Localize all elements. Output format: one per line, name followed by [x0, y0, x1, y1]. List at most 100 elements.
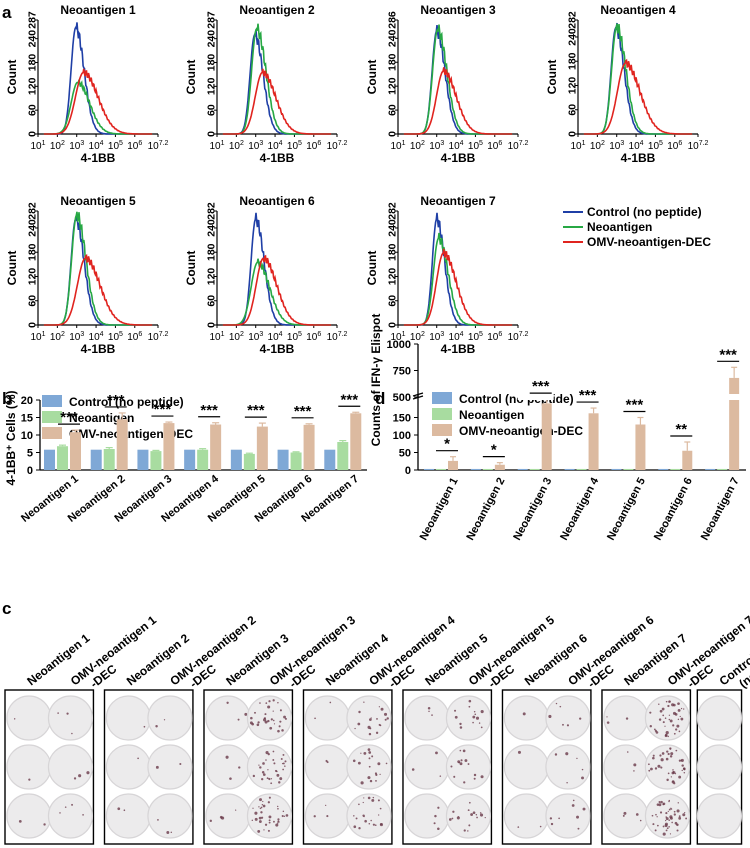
well-spot: [435, 751, 438, 755]
legend-swatch-1: [432, 392, 452, 404]
well-spot: [372, 796, 375, 799]
well-spot: [658, 800, 661, 804]
bar: [424, 468, 434, 470]
well-spot: [258, 820, 262, 823]
well-spot: [358, 827, 361, 830]
well-spot: [566, 782, 568, 784]
well: [6, 695, 52, 741]
y-axis-label: Count: [5, 60, 19, 95]
well-spot: [352, 759, 356, 763]
histogram-curve-3: [43, 68, 153, 135]
well-spot: [276, 773, 280, 777]
well-spot: [278, 781, 281, 784]
well-spot: [671, 771, 675, 775]
bar: [163, 423, 175, 470]
well-spot: [683, 768, 686, 771]
well-spot: [479, 812, 482, 814]
well-spot: [683, 771, 686, 774]
well-spot: [677, 718, 680, 721]
well-spot: [43, 823, 46, 826]
well-spot: [549, 817, 553, 820]
well-spot: [225, 755, 229, 759]
well-spot: [257, 721, 260, 724]
legend-swatch-2: [42, 411, 62, 423]
histogram-curve-2: [583, 23, 693, 135]
y-tick-label: 0: [27, 131, 39, 137]
y-tick-label: 0: [206, 131, 218, 137]
well-spot: [680, 717, 684, 721]
well-spot: [258, 816, 262, 820]
well-spot: [661, 752, 665, 755]
well-spot: [673, 703, 676, 707]
well: [644, 793, 691, 839]
well-spot: [660, 758, 664, 762]
well-spot: [279, 720, 282, 723]
well-spot: [475, 716, 480, 720]
histogram-title: Neoantigen 2: [239, 3, 315, 17]
well-spot: [473, 777, 476, 780]
x-tick-label: 105: [108, 140, 123, 152]
histogram-curve-1: [43, 213, 153, 326]
well-group-5: [402, 689, 493, 845]
well-spot: [661, 707, 665, 711]
y-tick-label: 10: [21, 430, 33, 442]
well-spot: [375, 780, 377, 782]
well-spot: [559, 705, 562, 708]
well-spot: [376, 718, 378, 720]
x-axis-label: 4-1BB: [81, 342, 116, 356]
bar: [564, 468, 575, 470]
y-tick-label: 180: [27, 243, 39, 261]
x-tick-label: 102: [410, 140, 425, 152]
well-spot: [282, 810, 285, 813]
x-tick-label: 104: [449, 140, 464, 152]
well-spot: [676, 724, 680, 728]
well-spot: [581, 776, 584, 780]
x-tick-label: 106: [127, 331, 142, 343]
x-axis-label: 4-1BB: [260, 342, 295, 356]
well-spot: [314, 717, 316, 720]
well: [47, 793, 94, 839]
x-tick-label: 104: [268, 331, 283, 343]
well-spot: [386, 717, 389, 720]
well-spot: [377, 814, 380, 816]
well-spot: [459, 749, 462, 752]
well-spot: [28, 778, 31, 781]
well-spot: [385, 762, 388, 765]
well-spot: [265, 751, 269, 755]
well-spot: [250, 716, 253, 720]
well-spot: [676, 823, 679, 827]
well-spot: [673, 810, 676, 813]
well-spot: [264, 713, 267, 716]
well-spot: [662, 825, 665, 828]
y-tick-label: 120: [206, 268, 218, 286]
well-spot: [439, 775, 442, 777]
well-spot: [666, 778, 669, 782]
histogram-curve-3: [583, 58, 693, 135]
bar: [230, 449, 242, 470]
well-spot: [562, 723, 564, 726]
well-spot: [464, 759, 468, 762]
well-spot: [251, 819, 254, 822]
x-tick-label: 103: [248, 140, 263, 152]
well-spot: [675, 728, 678, 731]
well-spot: [266, 777, 269, 780]
well-spot: [371, 798, 375, 802]
well-spot: [268, 777, 271, 781]
well-spot: [452, 810, 455, 813]
well-spot: [155, 765, 159, 769]
y-tick-label: 750: [393, 366, 411, 378]
bar: [184, 449, 196, 470]
well-group-1: [4, 689, 95, 845]
well-spot: [252, 774, 256, 778]
y-axis-label: Count: [184, 251, 198, 286]
histogram-curve-3: [403, 67, 513, 135]
well-spot: [548, 714, 552, 719]
x-tick-label: 102: [50, 331, 65, 343]
well-spot: [669, 755, 673, 758]
well-spot: [258, 764, 260, 766]
well-spot: [649, 725, 652, 728]
legend-label-3: OMV-neoantigen-DEC: [587, 235, 711, 249]
x-tick-label: 101: [570, 140, 585, 152]
